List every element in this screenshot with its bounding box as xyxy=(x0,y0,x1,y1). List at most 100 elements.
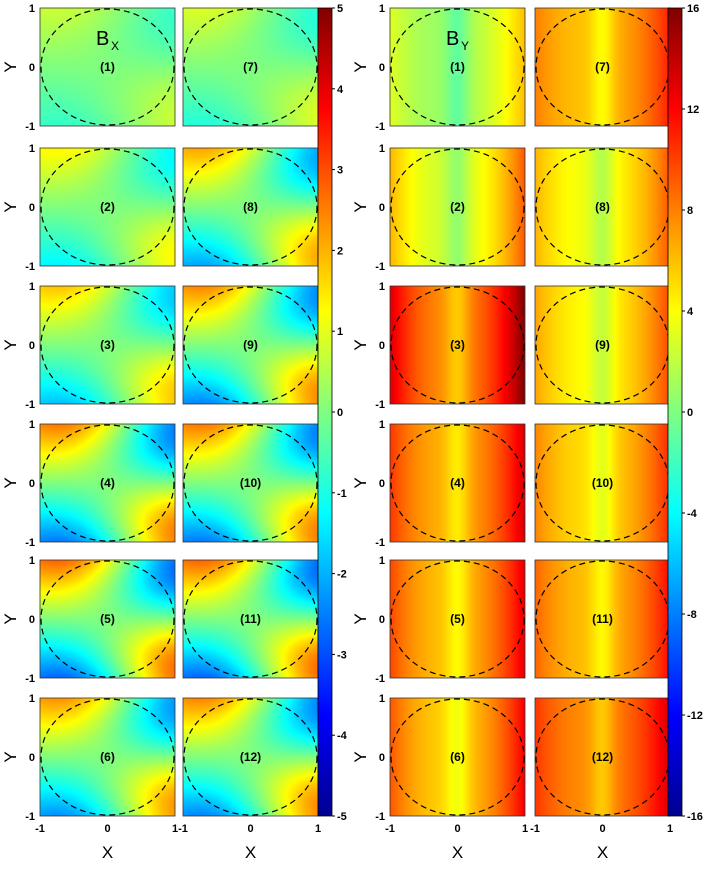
heatmap-panel-bx-3: (3) 1 0 -1 Y xyxy=(1,281,176,411)
colorbar-tick-label: 12 xyxy=(687,104,699,116)
heatmap-panel-bx-4: (4) 1 0 -1 Y xyxy=(1,419,176,549)
colorbar-tick-label: 0 xyxy=(337,407,343,419)
panel-label: (5) xyxy=(100,612,115,626)
x-tick-label: 1 xyxy=(522,823,528,835)
heatmap-image xyxy=(40,698,175,816)
x-tick-label: -1 xyxy=(530,823,540,835)
y-axis-label: Y xyxy=(351,751,370,762)
heatmap-panel-by-10: (10) xyxy=(534,423,671,543)
panel-label: (2) xyxy=(100,200,115,214)
y-tick-label: 1 xyxy=(29,143,35,155)
heatmap-image xyxy=(40,424,175,542)
y-tick-label: 0 xyxy=(379,478,385,490)
colorbar-tick-label: 3 xyxy=(337,165,343,177)
x-tick-label: 1 xyxy=(315,823,321,835)
boundary-circle xyxy=(183,560,318,678)
y-tick-label: 0 xyxy=(379,752,385,764)
field-title-main: B xyxy=(96,28,109,50)
y-tick-label: 0 xyxy=(29,340,35,352)
panel-label: (9) xyxy=(595,338,610,352)
heatmap-panel-bx-7: (7) xyxy=(182,7,319,127)
panel-label: (1) xyxy=(100,60,115,74)
panel-frame xyxy=(39,559,176,679)
x-tick-label: 0 xyxy=(454,823,460,835)
panel-label: (1) xyxy=(450,60,465,74)
colorbar-tick-label: 0 xyxy=(687,407,693,419)
y-tick-label: 1 xyxy=(379,3,385,15)
y-tick-label: 1 xyxy=(29,3,35,15)
colorbar-tick-label: 5 xyxy=(337,3,343,15)
boundary-circle xyxy=(40,698,175,816)
heatmap-image xyxy=(183,698,318,816)
y-tick-label: 1 xyxy=(29,281,35,293)
y-tick-label: 1 xyxy=(379,281,385,293)
heatmap-image xyxy=(390,286,525,404)
y-axis-label: Y xyxy=(1,61,20,72)
panel-label: (12) xyxy=(592,750,613,764)
panel-label: (10) xyxy=(240,476,261,490)
field-title-sub: X xyxy=(111,39,119,53)
boundary-circle xyxy=(390,424,525,542)
panel-label: (7) xyxy=(595,60,610,74)
x-tick-label: -1 xyxy=(178,823,188,835)
x-tick-label: 0 xyxy=(599,823,605,835)
y-tick-label: 0 xyxy=(379,202,385,214)
panel-frame xyxy=(39,7,176,127)
heatmap-panel-by-9: (9) xyxy=(534,285,671,405)
colorbar-tick-label: 2 xyxy=(337,245,343,257)
colorbar-gradient xyxy=(667,7,683,817)
panel-label: (2) xyxy=(450,200,465,214)
colorbar-tick-label: 8 xyxy=(687,205,693,217)
panel-label: (12) xyxy=(240,750,261,764)
panel-label: (10) xyxy=(592,476,613,490)
heatmap-panel-by-8: (8) xyxy=(534,147,671,267)
field-title-main: B xyxy=(446,28,459,50)
boundary-circle xyxy=(40,560,175,678)
boundary-circle xyxy=(390,8,525,126)
heatmap-panel-by-5: (5) 1 0 -1 Y xyxy=(351,555,526,685)
panel-frame xyxy=(389,559,526,679)
colorbar-tick-label: -4 xyxy=(337,730,348,742)
heatmap-image xyxy=(183,286,318,404)
y-tick-label: 0 xyxy=(29,752,35,764)
heatmap-panel-by-11: (11) xyxy=(534,559,671,679)
y-tick-label: -1 xyxy=(25,811,35,823)
boundary-circle xyxy=(40,286,175,404)
heatmap-image xyxy=(390,560,525,678)
boundary-circle xyxy=(40,148,175,266)
heatmap-panel-by-7: (7) xyxy=(534,7,671,127)
x-tick-label: -1 xyxy=(385,823,395,835)
y-tick-label: -1 xyxy=(375,811,385,823)
colorbar-tick-label: -1 xyxy=(337,488,347,500)
y-tick-label: 0 xyxy=(379,62,385,74)
boundary-circle xyxy=(390,560,525,678)
heatmap-image xyxy=(535,8,670,126)
heatmap-image xyxy=(183,424,318,542)
boundary-circle xyxy=(390,148,525,266)
y-tick-label: 0 xyxy=(379,614,385,626)
y-axis-label: Y xyxy=(1,613,20,624)
heatmap-image xyxy=(535,424,670,542)
heatmap-panel-bx-6: (6) 1 0 -1 Y -1 0 1 X xyxy=(1,693,178,862)
heatmap-image xyxy=(183,8,318,126)
colorbar-tick-label: -5 xyxy=(337,811,347,823)
colorbar-by: 16 12 8 4 0 -4 -8 -12 -16 xyxy=(667,3,703,823)
heatmap-image xyxy=(183,560,318,678)
y-tick-label: 1 xyxy=(379,419,385,431)
y-axis-label: Y xyxy=(1,477,20,488)
heatmap-image xyxy=(390,698,525,816)
boundary-circle xyxy=(390,286,525,404)
boundary-circle xyxy=(183,8,318,126)
y-tick-label: 0 xyxy=(29,614,35,626)
colorbar-tick-label: 4 xyxy=(337,84,344,96)
heatmap-image xyxy=(40,560,175,678)
panel-label: (8) xyxy=(595,200,610,214)
x-axis-label: X xyxy=(452,843,463,862)
panel-frame xyxy=(39,147,176,267)
x-tick-label: -1 xyxy=(35,823,45,835)
y-axis-label: Y xyxy=(1,339,20,350)
panel-label: (4) xyxy=(450,476,465,490)
